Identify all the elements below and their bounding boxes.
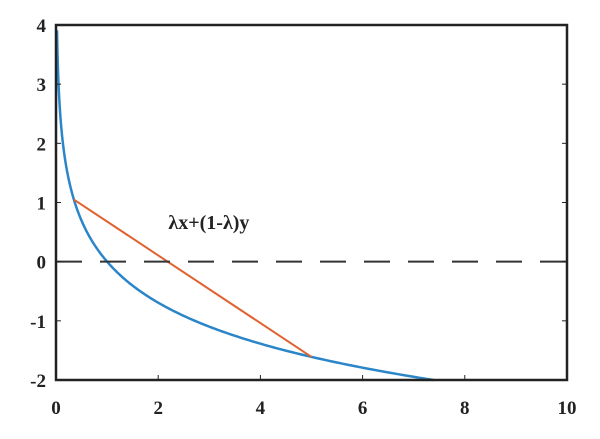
x-tick-label: 4 bbox=[256, 398, 266, 419]
x-tick-label: 8 bbox=[460, 398, 470, 419]
y-tick-label: 4 bbox=[37, 16, 47, 37]
curve-series bbox=[55, 30, 434, 382]
plot-frame bbox=[54, 23, 569, 382]
x-tick-label: 6 bbox=[358, 398, 368, 419]
x-tick-label: 10 bbox=[558, 398, 577, 419]
x-tick-label: 2 bbox=[153, 398, 163, 419]
y-tick-label: 3 bbox=[37, 75, 47, 96]
annotation-convex-combination: λx+(1-λ)y bbox=[168, 212, 249, 234]
y-tick-label: -2 bbox=[30, 371, 46, 392]
y-tick-label: 0 bbox=[37, 253, 47, 274]
y-tick-label: 2 bbox=[37, 134, 47, 155]
chord-segment bbox=[73, 198, 313, 358]
y-tick-label: -1 bbox=[30, 312, 46, 333]
x-tick-label: 0 bbox=[51, 398, 61, 419]
y-tick-label: 1 bbox=[37, 194, 47, 215]
plot-marks bbox=[55, 30, 567, 382]
